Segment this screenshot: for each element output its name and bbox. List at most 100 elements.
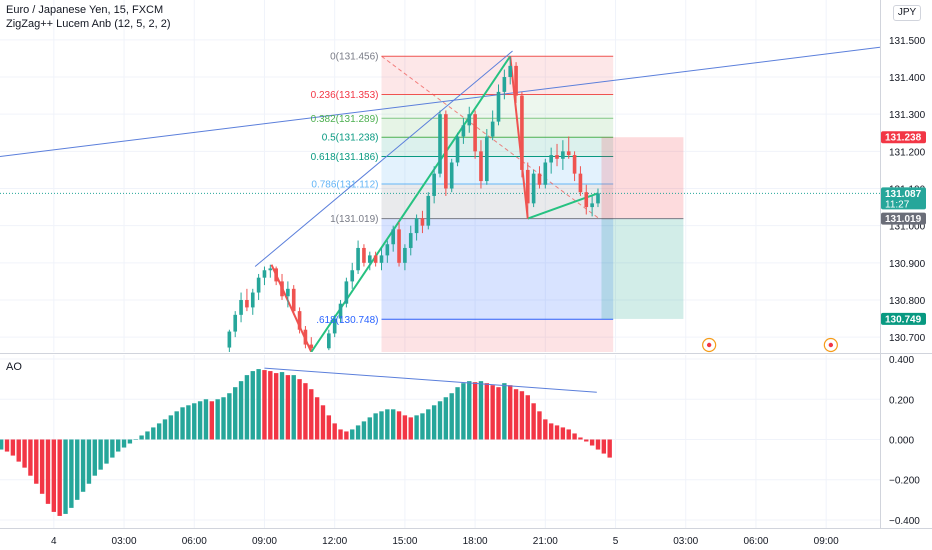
candle-body — [268, 268, 273, 271]
ao-bar — [601, 439, 607, 454]
candle-body — [385, 244, 390, 256]
fib-trend-line — [381, 55, 600, 219]
ao-bar — [344, 431, 349, 440]
ao-bar — [361, 421, 367, 440]
fib-level-label: 0.5(131.238) — [322, 133, 379, 144]
ao-bar — [402, 415, 408, 440]
candle-body — [432, 173, 436, 196]
ao-bar — [174, 411, 179, 440]
candle-body — [578, 173, 583, 193]
price-tick-label: 131.000 — [889, 222, 926, 233]
ao-bar — [22, 439, 27, 468]
candle-body — [520, 95, 524, 170]
ao-bar — [209, 401, 215, 440]
ao-bar — [373, 413, 378, 440]
candle-body — [484, 136, 489, 182]
ao-bar — [595, 439, 601, 450]
time-tick-label: 12:00 — [322, 536, 347, 547]
ao-bar — [133, 439, 138, 440]
ao-bar — [0, 439, 4, 450]
candle-body — [327, 333, 331, 349]
fib-level-label: 1(131.019) — [330, 214, 378, 225]
price-tick-label: 131.300 — [889, 110, 926, 121]
fib-level-label: 0.236(131.353) — [311, 90, 379, 101]
candle-body — [438, 114, 442, 174]
candle-body — [473, 114, 477, 152]
ao-tick-label: 0.000 — [889, 435, 914, 446]
ao-bar — [589, 439, 595, 446]
ao-bar — [531, 403, 536, 440]
fib-level-label: 0.618(131.186) — [311, 152, 379, 163]
candle-body — [496, 91, 501, 122]
candle-body — [420, 218, 425, 226]
chart-title: Euro / Japanese Yen, 15, FXCM — [6, 4, 164, 16]
ao-bar — [607, 439, 612, 458]
channel-line — [254, 50, 513, 267]
candle-body — [379, 255, 384, 263]
indicator-legend[interactable]: ZigZag++ Lucem Anb (12, 5, 2, 2) — [6, 18, 171, 30]
ao-bar — [303, 383, 308, 440]
ao-bar — [168, 415, 174, 440]
candle-body — [350, 270, 355, 282]
candle-body — [303, 329, 308, 345]
time-tick-label: 09:00 — [252, 536, 277, 547]
ao-bar — [578, 437, 583, 440]
ao-bar — [192, 403, 197, 440]
ao-bar — [69, 439, 74, 508]
time-tick-label: 06:00 — [743, 536, 768, 547]
candle-body — [233, 314, 238, 332]
ao-tick-label: 0.200 — [889, 395, 914, 406]
candle-body — [543, 162, 548, 185]
ao-bar — [350, 429, 355, 440]
ao-bar — [115, 439, 121, 452]
ao-bar — [203, 399, 209, 440]
ao-bar — [98, 439, 103, 470]
ao-bar — [584, 439, 589, 442]
candle-body — [566, 151, 571, 156]
ao-bar — [121, 439, 127, 448]
ao-bar — [467, 381, 472, 440]
price-tick-label: 131.400 — [889, 73, 926, 84]
candle-body — [549, 155, 553, 163]
price-tag-bg — [881, 312, 926, 325]
ao-bar — [39, 439, 45, 494]
candle-body — [256, 277, 261, 293]
ao-indicator-title[interactable]: AO — [6, 361, 22, 373]
ao-bar — [291, 375, 296, 440]
ao-bar — [285, 375, 291, 440]
candle-body — [537, 173, 542, 185]
ao-bar — [110, 439, 115, 458]
ao-bar — [484, 383, 490, 440]
ao-bar — [543, 419, 548, 440]
time-tick-label: 03:00 — [673, 536, 698, 547]
ao-bar — [250, 371, 255, 440]
time-tick-label: 06:00 — [182, 536, 207, 547]
ao-bar — [472, 382, 478, 440]
ao-bar — [28, 439, 33, 476]
price-tick-label: 130.900 — [889, 259, 926, 270]
candle-body — [508, 65, 513, 78]
time-tick-label: 03:00 — [112, 536, 137, 547]
candle-body — [490, 121, 495, 137]
price-tick-label: 131.200 — [889, 147, 926, 158]
candle-body — [449, 162, 454, 189]
ao-bar — [162, 419, 168, 440]
time-tick-label: 4 — [51, 536, 57, 547]
candle-body — [356, 247, 360, 271]
ao-bar — [262, 370, 267, 440]
ao-bar — [45, 439, 51, 504]
currency-badge[interactable]: JPY — [893, 5, 921, 21]
fib-level-label: 0.382(131.289) — [311, 114, 379, 125]
fib-band — [381, 218, 614, 320]
time-tick-label: 15:00 — [392, 536, 417, 547]
zigzag-segment — [310, 55, 512, 352]
price-tag: 131.238 — [885, 133, 922, 144]
ao-bar — [537, 411, 542, 440]
candle-body — [584, 192, 589, 208]
fib-band — [381, 319, 614, 352]
ao-pane — [0, 367, 612, 516]
ao-bar — [566, 429, 571, 440]
ao-bar — [227, 393, 232, 440]
ao-bar — [414, 415, 419, 440]
